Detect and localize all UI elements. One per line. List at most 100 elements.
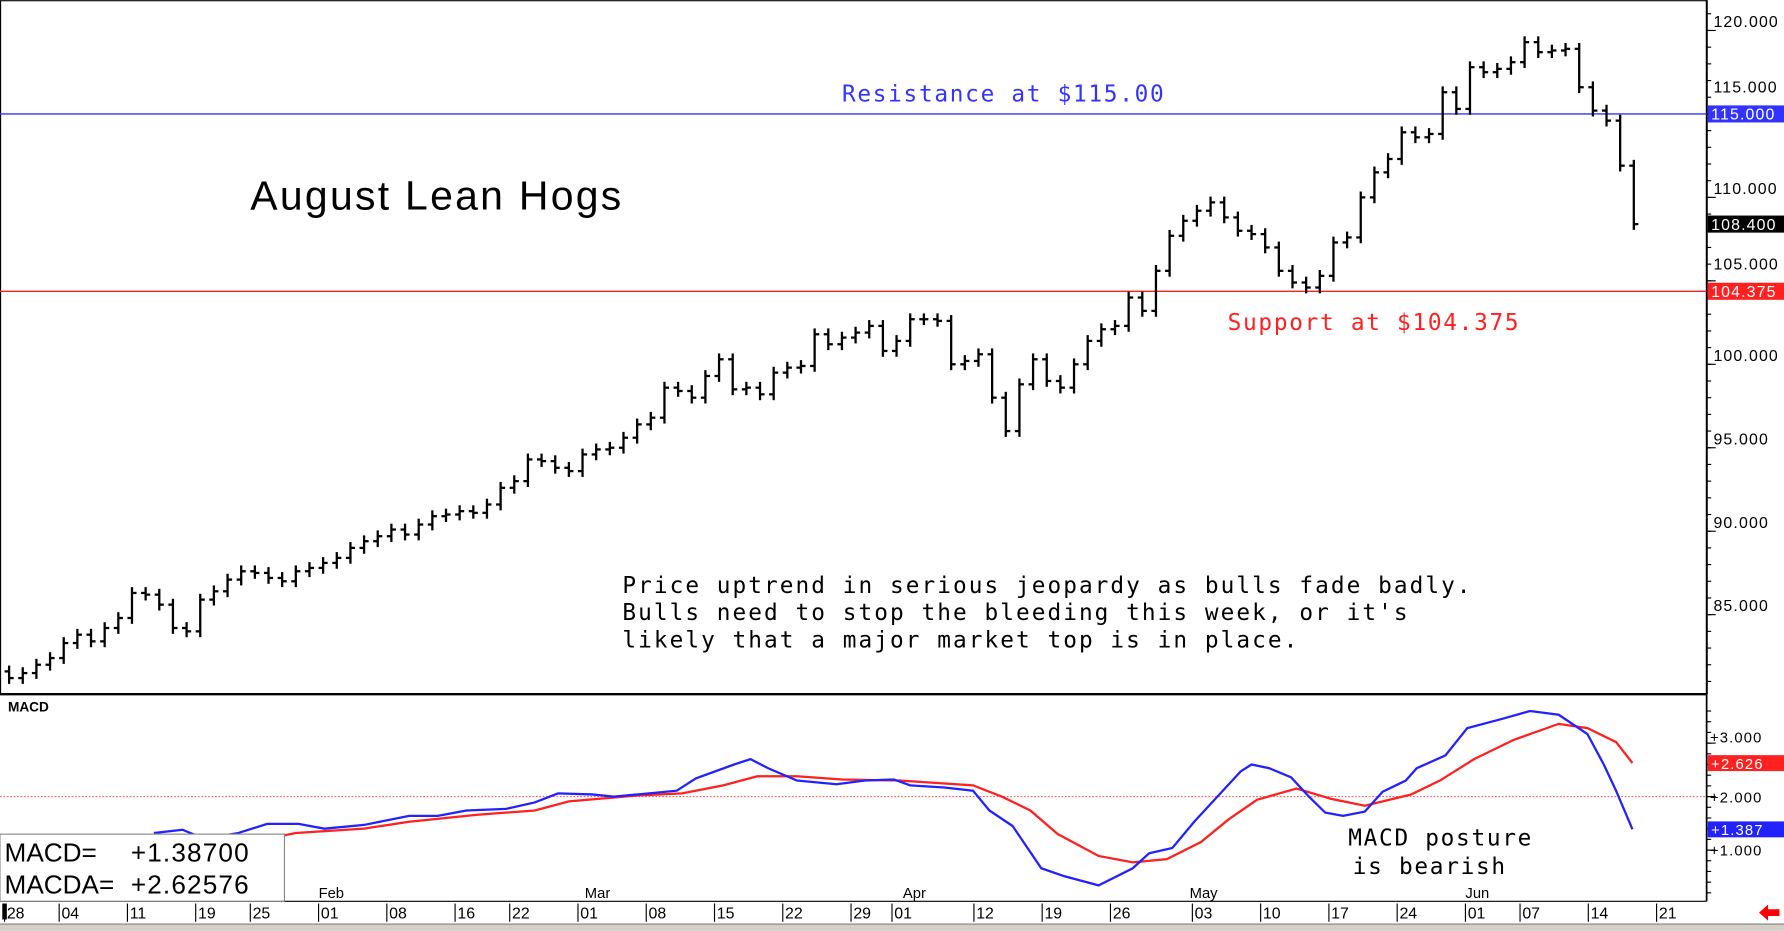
macda-signal-line xyxy=(250,722,1634,864)
price-axis: 120.000 115.000 110.000 105.000 100.000 95.00… xyxy=(1706,13,1778,682)
date-axis: 28 04 11 19 25 01 08 16 22 01 08 15 22 29 01 12 19 26 03 10… xyxy=(3,886,1677,922)
price-bar xyxy=(769,366,779,401)
macd-annotation: MACD posture is bearish xyxy=(1348,826,1533,880)
price-bar xyxy=(1479,61,1489,79)
price-bar xyxy=(1192,204,1202,227)
price-bar xyxy=(1124,291,1134,332)
date-tick-label: 25 xyxy=(253,905,271,922)
macda-tag: +2.626 xyxy=(1711,757,1763,773)
price-bar xyxy=(905,313,915,347)
price-bar xyxy=(837,331,847,351)
price-bar xyxy=(878,320,888,357)
price-bar xyxy=(1465,61,1475,115)
price-bar xyxy=(1287,264,1298,289)
price-bar xyxy=(113,612,123,634)
macd-tick-label: +3.000 xyxy=(1710,731,1762,747)
date-tick-label: 14 xyxy=(1591,905,1609,922)
price-bar xyxy=(618,431,629,454)
annotation-line-3: likely that a major market top is in pla… xyxy=(622,628,1299,654)
date-tick-label: 19 xyxy=(1044,905,1062,922)
price-bar xyxy=(523,453,533,487)
price-bar xyxy=(496,481,506,511)
price-bar xyxy=(973,348,984,367)
date-tick-label: 28 xyxy=(7,905,25,922)
price-bar xyxy=(1014,378,1024,437)
macd-tag: +1.387 xyxy=(1711,823,1763,839)
price-bar xyxy=(782,361,792,379)
price-bar xyxy=(1001,391,1011,437)
macd-readout-box: MACD= +1.38700 MACDA= +2.62576 xyxy=(0,833,286,902)
price-bar xyxy=(1383,153,1393,179)
price-bar xyxy=(1219,196,1229,224)
price-tick-label: 95.000 xyxy=(1713,431,1768,448)
price-bar xyxy=(864,320,874,339)
annotation-line-2: Bulls need to stop the bleeding this wee… xyxy=(622,600,1409,626)
price-bar xyxy=(851,326,861,344)
price-bar xyxy=(1492,63,1502,79)
price-bar xyxy=(1096,323,1106,347)
price-bar xyxy=(673,381,683,397)
price-bar xyxy=(1028,353,1038,391)
price-bar xyxy=(1533,36,1543,59)
price-tick-label: 105.000 xyxy=(1713,257,1778,274)
price-bar xyxy=(1301,276,1311,294)
price-bar xyxy=(18,667,28,684)
price-bar xyxy=(509,475,519,494)
price-bar xyxy=(714,353,724,382)
macd-readout-value: +1.38700 xyxy=(131,837,250,867)
annotation-line-1: Price uptrend in serious jeopardy as bul… xyxy=(622,573,1472,599)
price-bar xyxy=(700,370,710,404)
price-bar xyxy=(987,348,997,404)
scroll-handle[interactable] xyxy=(2,903,7,920)
price-bar xyxy=(1151,264,1161,317)
macd-panel-title: MACD xyxy=(8,699,49,714)
price-annotation: Price uptrend in serious jeopardy as bul… xyxy=(622,573,1472,654)
date-tick-label: 01 xyxy=(894,905,912,922)
price-bar xyxy=(1042,353,1052,387)
price-bar xyxy=(1438,86,1448,140)
price-bar xyxy=(345,542,355,564)
price-bar xyxy=(605,441,615,456)
macd-tick-label: +2.000 xyxy=(1710,790,1762,806)
price-bar xyxy=(1451,86,1461,115)
price-bar xyxy=(45,652,55,671)
date-tick-label: 29 xyxy=(853,905,871,922)
price-bar xyxy=(127,587,137,624)
price-bar xyxy=(427,510,437,531)
price-tick-label: 100.000 xyxy=(1713,348,1778,365)
price-bar xyxy=(277,572,287,588)
price-bar xyxy=(741,381,751,396)
price-bar xyxy=(318,557,328,574)
price-bar xyxy=(632,418,642,444)
price-bar xyxy=(236,565,246,586)
date-tick-label: 12 xyxy=(976,905,994,922)
price-bar xyxy=(1260,228,1270,254)
price-bar xyxy=(100,622,110,648)
price-bar xyxy=(550,455,560,474)
date-tick-label: 21 xyxy=(1659,905,1677,922)
price-bar xyxy=(182,622,192,638)
price-bar xyxy=(823,328,833,351)
price-bar xyxy=(168,598,178,634)
macd-annotation-line-1: MACD posture xyxy=(1348,826,1533,852)
macda-readout-value: +2.62576 xyxy=(131,869,250,899)
price-bar xyxy=(1506,56,1516,75)
price-bar xyxy=(359,535,369,554)
scroll-left-arrow-icon[interactable] xyxy=(1758,904,1780,921)
price-bar xyxy=(1246,224,1257,240)
price-bar xyxy=(1410,126,1420,144)
price-bar xyxy=(1547,44,1557,59)
price-bar xyxy=(960,355,970,371)
price-bar xyxy=(304,562,315,578)
price-bar xyxy=(796,360,806,374)
price-bar xyxy=(1588,81,1598,117)
price-bar xyxy=(728,353,738,396)
support-label: Support at $104.375 xyxy=(1228,310,1521,336)
price-bar xyxy=(755,381,765,401)
date-tick-label: 07 xyxy=(1522,905,1540,922)
bottom-strip xyxy=(0,924,1784,931)
date-tick-label: 19 xyxy=(198,905,216,922)
date-tick-label: 26 xyxy=(1113,905,1131,922)
price-bar xyxy=(1233,211,1243,237)
macda-tag-bg xyxy=(1707,755,1784,772)
